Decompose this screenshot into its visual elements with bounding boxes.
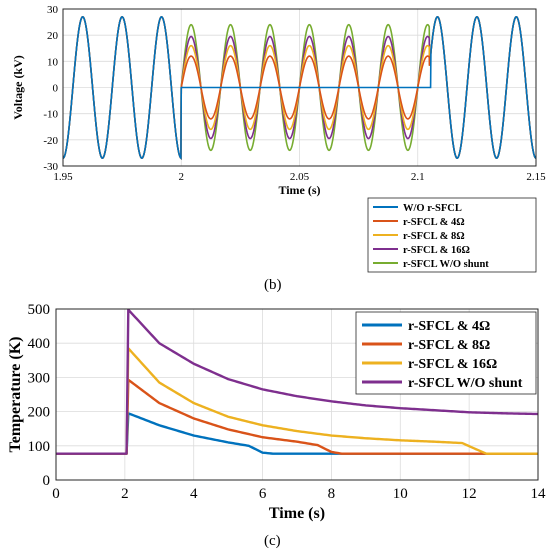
temperature-series-group bbox=[56, 308, 539, 455]
voltage-plot-frame bbox=[62, 8, 537, 167]
temperature-legend-label: r-SFCL W/O shunt bbox=[408, 376, 523, 391]
temperature-x-tick-label: 8 bbox=[328, 486, 336, 502]
temperature-x-tick-label: 4 bbox=[190, 486, 198, 502]
temperature-y-tick-label: 0 bbox=[43, 473, 51, 489]
voltage-y-tick-label: 0 bbox=[53, 83, 59, 95]
voltage-x-tick-label: 1.95 bbox=[53, 171, 73, 183]
temperature-series-line bbox=[56, 347, 538, 455]
temperature-x-tick-label: 14 bbox=[531, 486, 547, 502]
temperature-x-tick-label: 12 bbox=[462, 486, 477, 502]
voltage-y-tick-label: 20 bbox=[47, 30, 59, 42]
voltage-series-group bbox=[62, 16, 537, 160]
voltage-grid bbox=[62, 8, 537, 167]
voltage-y-tick-label: -20 bbox=[43, 135, 58, 147]
temperature-y-tick-label: 300 bbox=[28, 370, 51, 386]
voltage-y-tick-label: -30 bbox=[43, 161, 58, 173]
voltage-legend-label: W/O r-SFCL bbox=[403, 203, 462, 214]
temperature-legend: r-SFCL & 4Ω r-SFCL & 8Ω r-SFCL & 16Ω r-SFCL… bbox=[355, 311, 537, 395]
panel-c-label: (c) bbox=[264, 533, 281, 549]
temperature-legend-label: r-SFCL & 8Ω bbox=[408, 338, 490, 353]
voltage-y-ticks: -30 -20 -10 0 10 20 30 bbox=[43, 4, 58, 173]
temperature-y-tick-label: 100 bbox=[28, 439, 51, 455]
voltage-series-line bbox=[62, 16, 537, 160]
temperature-legend-label: r-SFCL & 4Ω bbox=[408, 319, 490, 334]
voltage-x-tick-label: 2.15 bbox=[526, 171, 546, 183]
voltage-chart: 1.95 2 2.05 2.1 2.15 -30 -20 -10 0 10 20 30 Time (… bbox=[11, 4, 546, 273]
temperature-x-ticks: 0 2 4 6 8 10 12 14 bbox=[52, 486, 546, 502]
voltage-legend-label: r-SFCL & 16Ω bbox=[403, 245, 470, 256]
temperature-y-ticks: 0 100 200 300 400 500 bbox=[28, 302, 51, 489]
temperature-x-tick-label: 6 bbox=[259, 486, 267, 502]
voltage-legend-label: r-SFCL & 4Ω bbox=[403, 217, 465, 228]
panel-b-label: (b) bbox=[264, 277, 282, 293]
voltage-x-tick-label: 2.1 bbox=[411, 171, 425, 183]
voltage-y-tick-label: 30 bbox=[47, 4, 59, 16]
temperature-x-tick-label: 10 bbox=[393, 486, 408, 502]
temperature-x-axis-title: Time (s) bbox=[269, 505, 325, 522]
temperature-chart: 0 2 4 6 8 10 12 14 0 100 200 300 400 500 Time (s) Te… bbox=[7, 302, 546, 522]
voltage-y-tick-label: 10 bbox=[47, 56, 59, 68]
temperature-plot-frame bbox=[55, 308, 539, 481]
temperature-y-tick-label: 400 bbox=[28, 336, 51, 352]
temperature-x-tick-label: 2 bbox=[121, 486, 129, 502]
temperature-y-tick-label: 200 bbox=[28, 405, 51, 421]
temperature-x-tick-label: 0 bbox=[52, 486, 60, 502]
voltage-x-axis-title: Time (s) bbox=[278, 183, 320, 197]
temperature-y-tick-label: 500 bbox=[28, 302, 51, 318]
voltage-y-axis-title: Voltage (kV) bbox=[11, 55, 25, 120]
temperature-series-line bbox=[56, 308, 539, 455]
voltage-x-ticks: 1.95 2 2.05 2.1 2.15 bbox=[53, 171, 546, 183]
temperature-series-line bbox=[56, 378, 538, 455]
voltage-y-tick-label: -10 bbox=[43, 109, 58, 121]
voltage-legend: W/O r-SFCL r-SFCL & 4Ω r-SFCL & 8Ω r-SFCL &… bbox=[367, 197, 537, 273]
voltage-x-tick-label: 2 bbox=[179, 171, 185, 183]
temperature-legend-label: r-SFCL & 16Ω bbox=[408, 357, 497, 372]
temperature-y-axis-title: Temperature (K) bbox=[7, 337, 24, 453]
voltage-legend-label: r-SFCL W/O shunt bbox=[403, 259, 489, 270]
voltage-x-tick-label: 2.05 bbox=[290, 171, 310, 183]
voltage-legend-label: r-SFCL & 8Ω bbox=[403, 231, 465, 242]
